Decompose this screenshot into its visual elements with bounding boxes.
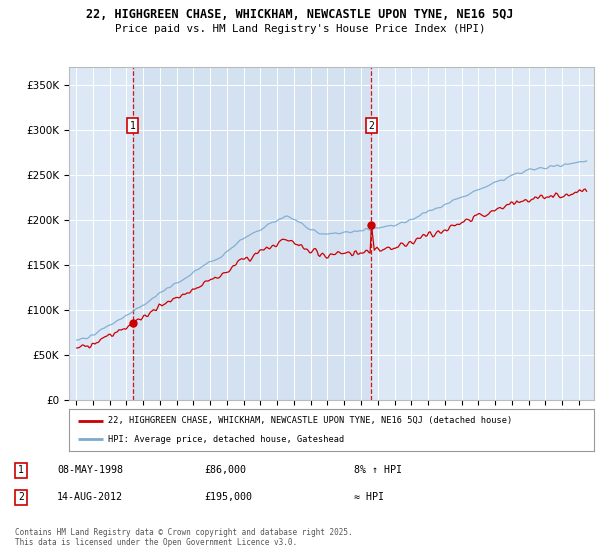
Text: 14-AUG-2012: 14-AUG-2012 <box>57 492 123 502</box>
Text: 1: 1 <box>18 465 24 475</box>
Text: HPI: Average price, detached house, Gateshead: HPI: Average price, detached house, Gate… <box>109 435 344 444</box>
Text: 2: 2 <box>18 492 24 502</box>
Text: £86,000: £86,000 <box>204 465 246 475</box>
Text: 22, HIGHGREEN CHASE, WHICKHAM, NEWCASTLE UPON TYNE, NE16 5QJ: 22, HIGHGREEN CHASE, WHICKHAM, NEWCASTLE… <box>86 8 514 21</box>
Text: 08-MAY-1998: 08-MAY-1998 <box>57 465 123 475</box>
Text: 8% ↑ HPI: 8% ↑ HPI <box>354 465 402 475</box>
Text: ≈ HPI: ≈ HPI <box>354 492 384 502</box>
Text: Contains HM Land Registry data © Crown copyright and database right 2025.
This d: Contains HM Land Registry data © Crown c… <box>15 528 353 547</box>
Text: 22, HIGHGREEN CHASE, WHICKHAM, NEWCASTLE UPON TYNE, NE16 5QJ (detached house): 22, HIGHGREEN CHASE, WHICKHAM, NEWCASTLE… <box>109 416 512 425</box>
Text: £195,000: £195,000 <box>204 492 252 502</box>
Text: Price paid vs. HM Land Registry's House Price Index (HPI): Price paid vs. HM Land Registry's House … <box>115 24 485 34</box>
Text: 1: 1 <box>130 121 136 130</box>
Text: 2: 2 <box>368 121 374 130</box>
Bar <box>133 67 371 400</box>
